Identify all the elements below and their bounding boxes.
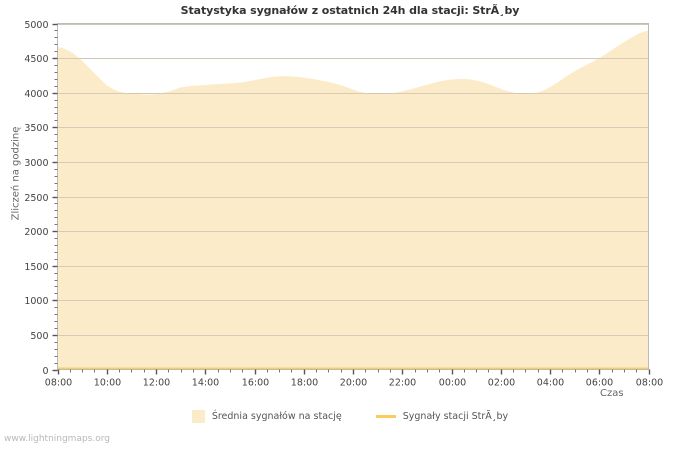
svg-text:3500: 3500 xyxy=(24,123,48,134)
svg-text:500: 500 xyxy=(30,331,48,342)
x-axis-title: Czas xyxy=(600,388,624,399)
svg-text:10:00: 10:00 xyxy=(94,378,121,389)
svg-text:5000: 5000 xyxy=(24,20,48,31)
svg-text:08:00: 08:00 xyxy=(45,378,72,389)
svg-text:12:00: 12:00 xyxy=(143,378,170,389)
svg-text:20:00: 20:00 xyxy=(340,378,367,389)
svg-text:0: 0 xyxy=(42,366,48,377)
watermark: www.lightningmaps.org xyxy=(4,434,110,444)
svg-text:18:00: 18:00 xyxy=(291,378,318,389)
legend-item-station: Sygnały stacji StrÃ¸by xyxy=(375,411,509,422)
chart-legend: Średnia sygnałów na stację Sygnały stacj… xyxy=(0,410,700,423)
svg-text:00:00: 00:00 xyxy=(439,378,466,389)
svg-text:2000: 2000 xyxy=(24,227,48,238)
svg-text:04:00: 04:00 xyxy=(537,378,564,389)
legend-label-station: Sygnały stacji StrÃ¸by xyxy=(402,411,509,422)
legend-label-average: Średnia sygnałów na stację xyxy=(211,411,342,422)
legend-swatch-line-icon xyxy=(375,415,396,418)
svg-text:08:00: 08:00 xyxy=(636,378,663,389)
svg-text:4000: 4000 xyxy=(24,89,48,100)
svg-text:4500: 4500 xyxy=(24,54,48,65)
chart-plot-area: 0 500 1000 1500 2000 2500 3000 3500 4000 4500 5000… xyxy=(24,20,663,389)
svg-text:1500: 1500 xyxy=(24,262,48,273)
svg-text:14:00: 14:00 xyxy=(192,378,219,389)
svg-text:22:00: 22:00 xyxy=(389,378,416,389)
svg-text:02:00: 02:00 xyxy=(488,378,515,389)
chart-title: Statystyka sygnałów z ostatnich 24h dla … xyxy=(180,4,520,17)
svg-text:16:00: 16:00 xyxy=(242,378,269,389)
svg-text:2500: 2500 xyxy=(24,193,48,204)
svg-text:3000: 3000 xyxy=(24,158,48,169)
y-axis-title: Zliczeń na godzinę xyxy=(10,126,22,221)
svg-text:06:00: 06:00 xyxy=(586,378,613,389)
legend-swatch-area-icon xyxy=(191,410,205,423)
svg-text:1000: 1000 xyxy=(24,296,48,307)
legend-item-average: Średnia sygnałów na stację xyxy=(191,410,342,423)
